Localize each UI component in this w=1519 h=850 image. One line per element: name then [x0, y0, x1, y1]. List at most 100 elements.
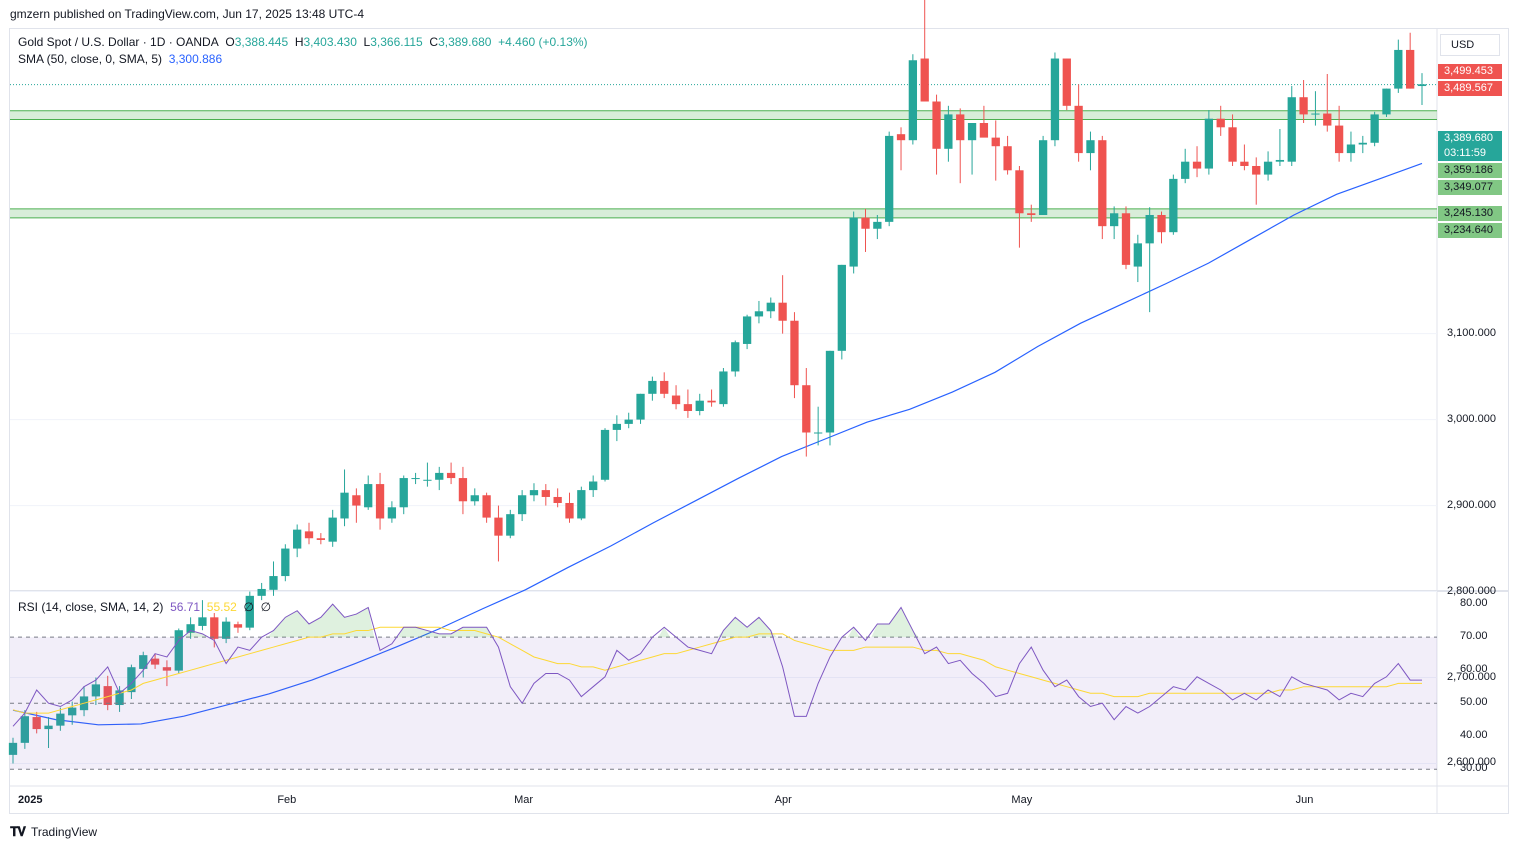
rsi-overbought-fill — [184, 630, 209, 638]
rsi-label[interactable]: RSI (14, close, SMA, 14, 2) — [18, 600, 164, 614]
resistance-badge-1: 3,499.453 — [1438, 64, 1502, 79]
candle-body — [766, 302, 775, 312]
candle-body — [1417, 84, 1427, 87]
rsi-tick-label: 30.00 — [1460, 762, 1488, 775]
candle-body — [1098, 140, 1107, 227]
rsi-tick-label: 80.00 — [1460, 597, 1488, 610]
candle-body — [1157, 214, 1166, 233]
high-label: H — [294, 35, 304, 49]
high-value: 3,403.430 — [303, 35, 357, 49]
candle-body — [423, 479, 432, 481]
support-zone — [10, 208, 1437, 218]
open-value: 3,388.445 — [234, 35, 289, 49]
candle-body — [20, 716, 29, 743]
low-value: 3,366.115 — [370, 35, 423, 49]
candle-body — [316, 538, 325, 540]
candle-body — [1027, 213, 1036, 215]
sma-line — [12, 162, 1423, 726]
chart-frame — [9, 28, 1509, 814]
candle-body — [600, 429, 610, 480]
candle-body — [553, 496, 562, 503]
candle-body — [908, 60, 918, 141]
candle-body — [174, 630, 183, 671]
price-tick-label: 2,800.000 — [1447, 584, 1496, 597]
candle-body — [802, 385, 811, 433]
rsi-overbought-fill — [397, 627, 493, 638]
rsi-legend: RSI (14, close, SMA, 14, 2) 56.71 55.52 … — [18, 600, 271, 614]
rsi-na-2: ∅ — [260, 600, 272, 614]
candle-body — [162, 667, 172, 671]
candle-body — [482, 495, 491, 518]
candle-body — [636, 393, 645, 420]
candle-body — [32, 717, 41, 730]
support-badge-2: 3,349.077 — [1438, 180, 1502, 195]
candle-body — [1015, 170, 1024, 214]
candle-body — [967, 123, 977, 141]
candle-body — [1370, 114, 1379, 143]
candle-body — [612, 423, 622, 430]
candle-body — [1121, 213, 1131, 265]
rsi-overbought-fill — [847, 627, 860, 638]
candle-body — [979, 123, 989, 138]
candle-body — [624, 419, 633, 424]
candle-body — [470, 495, 479, 502]
candle-body — [790, 320, 799, 386]
candle-body — [742, 316, 752, 344]
candle-body — [754, 311, 764, 317]
candle-body — [127, 667, 136, 693]
candle-body — [56, 713, 65, 726]
time-tick-label: Apr — [774, 794, 792, 806]
candle-body — [91, 684, 101, 697]
price-tick-label: 3,000.000 — [1447, 412, 1496, 425]
publisher-line: gmzern published on TradingView.com, Jun… — [10, 7, 364, 21]
price-tick-label: 2,900.000 — [1447, 498, 1496, 511]
candle-body — [1311, 113, 1320, 115]
candle-body — [1204, 118, 1214, 169]
candle-body — [293, 529, 302, 549]
candle-body — [825, 350, 835, 433]
rsi-tick-label: 40.00 — [1460, 729, 1488, 742]
candle-body — [1062, 58, 1071, 106]
candle-body — [1038, 140, 1048, 215]
candle-body — [1086, 140, 1095, 154]
candle-body — [1263, 161, 1273, 175]
candle-body — [896, 134, 906, 141]
candle-body — [1181, 161, 1190, 179]
candle-body — [873, 221, 882, 229]
candle-body — [186, 624, 195, 633]
rsi-tick-label: 70.00 — [1460, 630, 1488, 643]
candle-body — [139, 655, 148, 669]
candle-body — [115, 690, 124, 706]
candle-body — [944, 114, 953, 149]
time-tick-label: Jun — [1295, 794, 1314, 806]
time-tick-label: May — [1011, 794, 1033, 806]
support-badge-3: 3,245.130 — [1438, 206, 1502, 221]
candle-body — [281, 548, 290, 577]
candle-body — [399, 478, 408, 508]
currency-button[interactable]: USD — [1440, 34, 1500, 56]
candle-body — [1394, 49, 1403, 89]
candle-body — [269, 576, 278, 590]
candle-body — [1050, 58, 1060, 141]
footer-brand[interactable]: 𝐓𝐕 TradingView — [10, 824, 97, 840]
candle-body — [1334, 125, 1344, 154]
candle-body — [1216, 118, 1225, 128]
candle-body — [861, 217, 870, 229]
symbol-title[interactable]: Gold Spot / U.S. Dollar · 1D · OANDA — [18, 35, 219, 49]
candle-body — [529, 490, 539, 496]
sma-value: 3,300.886 — [168, 52, 223, 66]
time-tick-label: Mar — [514, 794, 534, 806]
sma-label[interactable]: SMA (50, close, 0, SMA, 5) — [18, 52, 163, 66]
candle-body — [920, 58, 929, 102]
candle-body — [695, 400, 704, 412]
open-label: O — [225, 35, 235, 49]
candle-body — [1192, 161, 1202, 169]
rsi-tick-label: 50.00 — [1460, 696, 1488, 709]
candle-body — [517, 495, 527, 515]
price-tick-label: 2,600.000 — [1447, 756, 1496, 769]
candle-body — [932, 101, 941, 149]
close-value: 3,389.680 — [438, 35, 492, 49]
candle-body — [221, 621, 231, 639]
candle-body — [837, 264, 846, 351]
